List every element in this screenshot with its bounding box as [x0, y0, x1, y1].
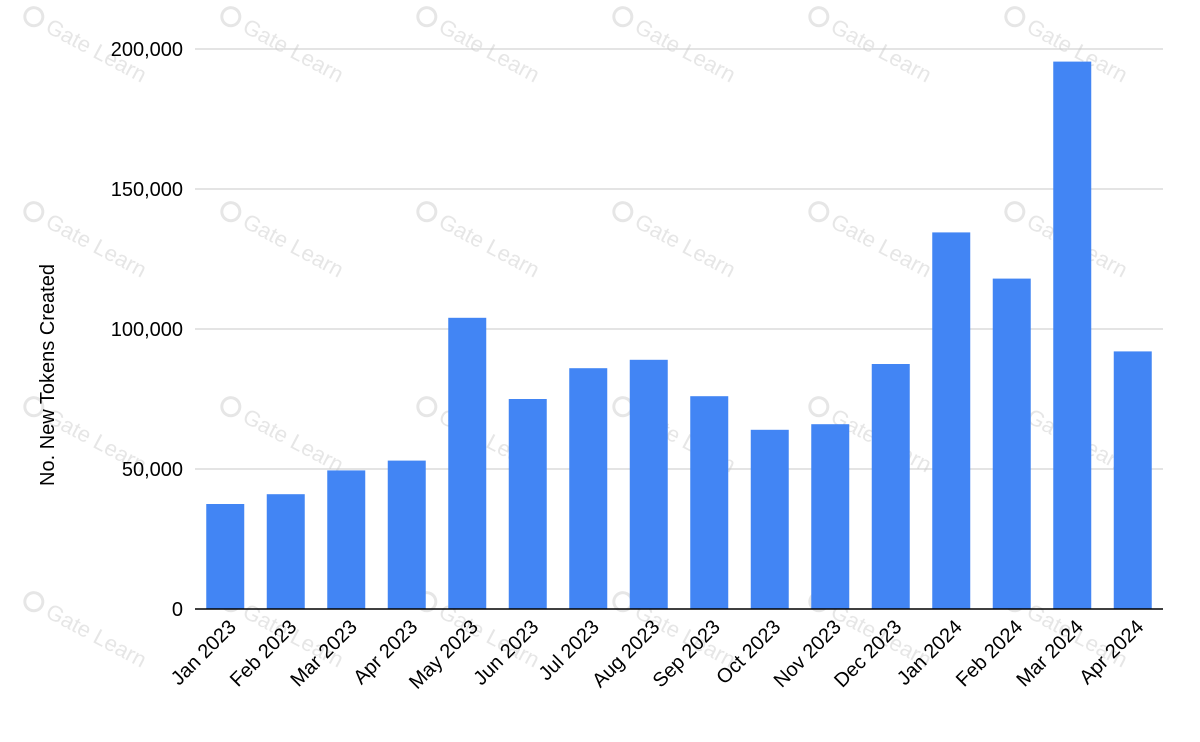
y-tick-label: 200,000: [111, 39, 183, 61]
watermark-text: Gate Learn: [42, 599, 151, 673]
bar: [871, 364, 910, 609]
watermark-gate-icon: [23, 591, 45, 613]
bar: [266, 494, 305, 609]
bar: [448, 317, 487, 609]
watermark-text: Gate Learn: [239, 404, 348, 478]
bar: [1113, 351, 1152, 609]
bars: [206, 61, 1152, 610]
watermark-logo: Gate Learn: [23, 591, 151, 673]
watermark-logo: Gate Learn: [220, 201, 348, 283]
watermark-gate-icon: [220, 6, 242, 28]
watermark-gate-icon: [808, 201, 830, 223]
watermark-gate-icon: [808, 6, 830, 28]
watermark-gate-icon: [1004, 6, 1026, 28]
bar: [569, 368, 608, 609]
bar: [750, 429, 789, 609]
watermark-gate-icon: [23, 6, 45, 28]
watermark-logo: Gate Learn: [612, 6, 740, 88]
bar: [387, 460, 426, 609]
watermark-text: Gate Learn: [239, 209, 348, 283]
watermark-text: Gate Learn: [631, 14, 740, 88]
watermark-logo: Gate Learn: [808, 6, 936, 88]
watermark-gate-icon: [23, 396, 45, 418]
watermark-text: Gate Learn: [239, 14, 348, 88]
bar: [932, 232, 971, 609]
watermark-logo: Gate Learn: [220, 6, 348, 88]
bar: [629, 359, 668, 609]
bar: [1053, 61, 1092, 610]
bar: [508, 399, 547, 609]
y-tick-label: 50,000: [122, 459, 183, 481]
bar: [811, 424, 850, 609]
watermark-logo: Gate Learn: [612, 201, 740, 283]
y-axis-ticks: 0 50,000 100,000 150,000 200,000: [111, 39, 183, 621]
watermark-gate-icon: [220, 201, 242, 223]
watermark-gate-icon: [220, 396, 242, 418]
watermark-text: Gate Learn: [435, 14, 544, 88]
watermark-gate-icon: [23, 201, 45, 223]
y-tick-label: 150,000: [111, 179, 183, 201]
watermark-gate-icon: [416, 396, 438, 418]
y-tick-label: 100,000: [111, 319, 183, 341]
bar: [992, 278, 1031, 609]
bar: [690, 396, 729, 609]
watermark-gate-icon: [416, 6, 438, 28]
watermark-logo: Gate Learn: [220, 396, 348, 478]
watermark-text: Gate Learn: [827, 14, 936, 88]
watermark-gate-icon: [416, 201, 438, 223]
watermark-gate-icon: [612, 6, 634, 28]
y-axis-title: No. New Tokens Created: [37, 264, 59, 486]
watermark-text: Gate Learn: [435, 209, 544, 283]
watermark-gate-icon: [808, 396, 830, 418]
watermark-logo: Gate Learn: [808, 201, 936, 283]
watermark-text: Gate Learn: [827, 209, 936, 283]
watermark-gate-icon: [1004, 201, 1026, 223]
y-tick-label: 0: [172, 599, 183, 621]
watermark-logo: Gate Learn: [416, 6, 544, 88]
watermark-gate-icon: [612, 201, 634, 223]
watermark-text: Gate Learn: [631, 209, 740, 283]
bar: [206, 504, 245, 609]
watermark-logo: Gate Learn: [416, 201, 544, 283]
bar: [327, 470, 366, 609]
